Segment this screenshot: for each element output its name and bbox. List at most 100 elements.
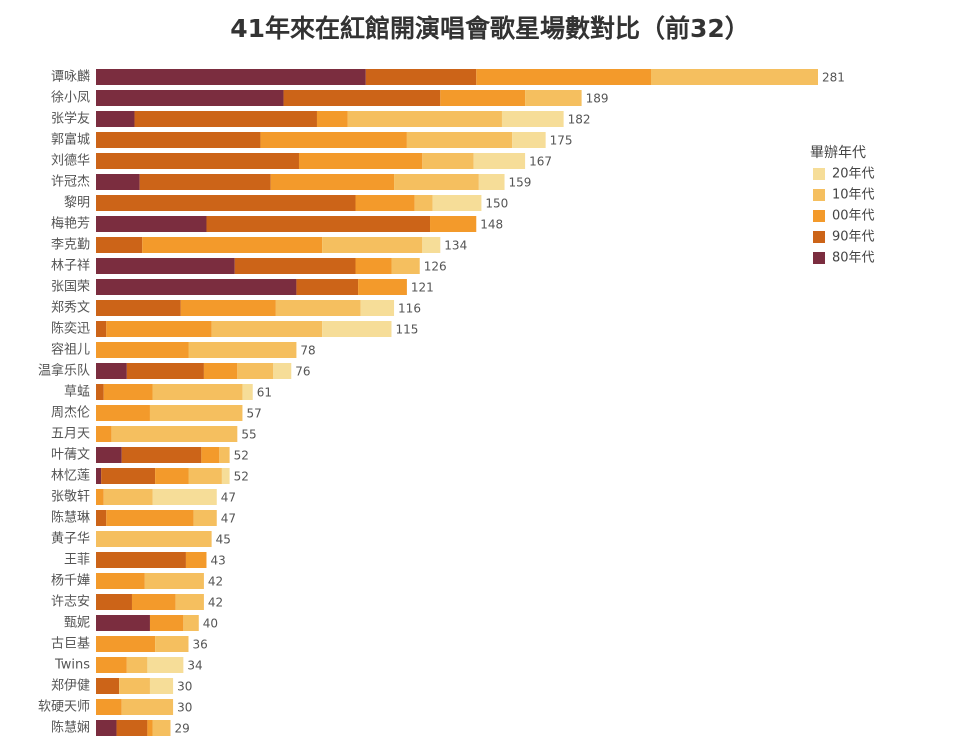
- total-label: 29: [175, 722, 190, 736]
- bar-segment: [478, 174, 505, 190]
- bar-segment: [111, 426, 238, 442]
- bar-segment: [96, 90, 284, 106]
- bar-segment: [414, 195, 433, 211]
- total-label: 167: [529, 155, 552, 169]
- bar-segment: [188, 468, 222, 484]
- bar-segment: [155, 636, 189, 652]
- bar-segment: [193, 510, 217, 526]
- total-label: 281: [822, 71, 845, 85]
- legend-title: 畢辦年代: [810, 145, 866, 161]
- total-label: 76: [295, 365, 310, 379]
- total-label: 40: [203, 617, 218, 631]
- bar-segment: [149, 678, 174, 694]
- bar-segment: [131, 594, 176, 610]
- bar-segment: [260, 132, 407, 148]
- bar-segment: [221, 468, 230, 484]
- bar-segment: [270, 174, 395, 190]
- bar-segment: [185, 552, 207, 568]
- legend-label: 20年代: [832, 167, 875, 182]
- bar-segment: [347, 111, 502, 127]
- total-label: 42: [208, 596, 223, 610]
- total-label: 159: [509, 176, 532, 190]
- category-label: 五月天: [51, 427, 90, 442]
- bar-segment: [96, 174, 140, 190]
- category-label: 叶蒨文: [51, 448, 90, 463]
- bar-segment: [152, 489, 217, 505]
- category-label: 郑伊健: [51, 679, 90, 694]
- bar-segment: [96, 552, 186, 568]
- bar-segment: [298, 153, 423, 169]
- bar-segment: [360, 300, 395, 316]
- bar-segment: [96, 468, 102, 484]
- category-label: 许冠杰: [51, 175, 90, 190]
- bar-segment: [96, 615, 150, 631]
- category-label: 温拿乐队: [38, 363, 90, 379]
- total-label: 175: [550, 134, 573, 148]
- bar-segment: [101, 468, 156, 484]
- total-label: 57: [246, 407, 261, 421]
- bar-segment: [650, 69, 818, 85]
- bar-segment: [106, 510, 194, 526]
- bar-segment: [103, 384, 153, 400]
- bar-segment: [144, 573, 204, 589]
- total-label: 116: [398, 302, 421, 316]
- bar-segment: [96, 300, 181, 316]
- bar-segment: [175, 594, 204, 610]
- bar-segment: [96, 720, 117, 736]
- bar-segment: [96, 258, 235, 274]
- legend-label: 80年代: [832, 251, 875, 266]
- category-label: 软硬天师: [38, 700, 90, 715]
- total-label: 34: [187, 659, 202, 673]
- category-label: 甄妮: [64, 616, 90, 631]
- total-label: 189: [586, 92, 609, 106]
- bar-segment: [322, 321, 392, 337]
- bar-segment: [365, 69, 477, 85]
- category-label: 杨千嬅: [51, 574, 90, 589]
- bar-segment: [473, 153, 526, 169]
- bar-segment: [96, 153, 299, 169]
- bar-segment: [152, 384, 243, 400]
- bar-segment: [355, 258, 392, 274]
- category-label: 徐小凤: [51, 91, 90, 106]
- total-label: 52: [234, 470, 249, 484]
- total-label: 148: [480, 218, 503, 232]
- bar-segment: [96, 489, 104, 505]
- bar-segment: [96, 216, 207, 232]
- total-label: 45: [216, 533, 231, 547]
- category-label: 容祖儿: [51, 342, 90, 358]
- bar-segment: [121, 699, 174, 715]
- bar-segment: [96, 426, 112, 442]
- bar-segment: [188, 342, 297, 358]
- bar-segment: [121, 447, 202, 463]
- bar-segment: [201, 447, 220, 463]
- bar-segment: [430, 216, 477, 232]
- bar-segment: [512, 132, 546, 148]
- category-label: 黄子华: [51, 532, 90, 547]
- bar-segment: [155, 468, 189, 484]
- total-label: 52: [234, 449, 249, 463]
- bar-segment: [422, 237, 441, 253]
- category-label: 郭富城: [51, 132, 90, 148]
- bar-segment: [149, 405, 243, 421]
- bar-segment: [501, 111, 564, 127]
- legend-label: 10年代: [832, 188, 875, 203]
- category-label: 梅艳芳: [51, 216, 90, 232]
- total-label: 30: [177, 680, 192, 694]
- bar-segment: [126, 657, 148, 673]
- bar-segment: [211, 321, 323, 337]
- bar-segment: [283, 90, 441, 106]
- bar-segment: [273, 363, 292, 379]
- category-label: 王菲: [64, 553, 90, 568]
- total-label: 134: [444, 239, 467, 253]
- bar-segment: [391, 258, 420, 274]
- bar-segment: [322, 237, 423, 253]
- legend-swatch: [813, 210, 825, 222]
- bar-segment: [96, 405, 150, 421]
- bar-segment: [96, 573, 145, 589]
- bar-segment: [525, 90, 582, 106]
- bar-segment: [275, 300, 361, 316]
- category-label: Twins: [54, 658, 90, 673]
- bar-segment: [116, 720, 148, 736]
- total-label: 36: [192, 638, 207, 652]
- bar-segment: [96, 279, 297, 295]
